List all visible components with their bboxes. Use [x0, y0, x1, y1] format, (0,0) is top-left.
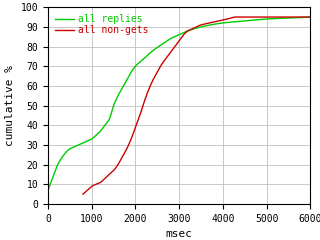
all non-gets — [233, 16, 237, 18]
all replies — [245, 19, 249, 22]
all non-gets — [81, 193, 85, 196]
all non-gets — [235, 16, 238, 18]
Line: all non-gets: all non-gets — [83, 17, 310, 194]
all non-gets — [253, 16, 257, 18]
Legend: all replies, all non-gets: all replies, all non-gets — [53, 12, 151, 37]
all replies — [272, 17, 276, 20]
all non-gets — [215, 20, 219, 23]
X-axis label: msec: msec — [166, 229, 193, 239]
all non-gets — [140, 109, 143, 112]
Line: all replies: all replies — [48, 17, 310, 190]
all replies — [46, 189, 50, 192]
all non-gets — [121, 154, 125, 157]
Y-axis label: cumulative %: cumulative % — [5, 65, 15, 146]
all replies — [308, 16, 312, 18]
all non-gets — [308, 16, 312, 18]
all replies — [198, 26, 202, 29]
all replies — [205, 24, 209, 27]
all non-gets — [184, 31, 188, 34]
all replies — [213, 23, 217, 25]
all replies — [62, 153, 66, 156]
